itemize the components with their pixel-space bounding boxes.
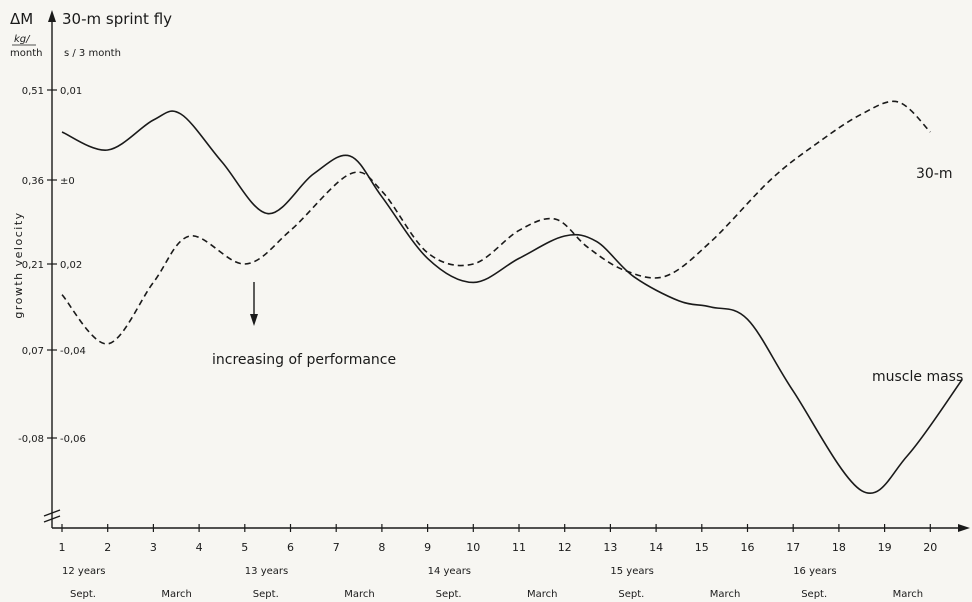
x-month-label: March xyxy=(161,589,191,600)
annotation-text: increasing of performance xyxy=(212,352,396,368)
series-group xyxy=(61,100,963,494)
x-month-label: March xyxy=(344,589,374,600)
x-month-label: Sept. xyxy=(253,589,279,600)
axis-break-mark xyxy=(43,515,61,523)
y-tick-label-right: -0,06 xyxy=(60,434,86,445)
x-age-label: 16 years xyxy=(793,566,836,577)
series-line-muscle-mass xyxy=(61,110,963,494)
x-tick-label: 18 xyxy=(832,541,846,554)
annotation-arrow-icon xyxy=(250,314,258,326)
y-tick-label-left: 0,51 xyxy=(22,86,44,97)
y-tick-label-right: 0,02 xyxy=(60,260,82,271)
y-tick-label-left: 0,21 xyxy=(22,260,44,271)
y-tick-label-right: -0,04 xyxy=(60,346,86,357)
x-age-label: 14 years xyxy=(428,566,471,577)
x-tick-label: 16 xyxy=(741,541,755,554)
x-month-label: Sept. xyxy=(618,589,644,600)
y-axis-title: growth velocity xyxy=(12,211,25,318)
x-tick-label: 2 xyxy=(104,541,111,554)
x-month-label: March xyxy=(527,589,557,600)
x-tick-label: 13 xyxy=(603,541,617,554)
x-tick-label: 19 xyxy=(878,541,892,554)
x-tick-label: 4 xyxy=(196,541,203,554)
y-right-units: s / 3 month xyxy=(64,48,121,59)
x-tick-label: 6 xyxy=(287,541,294,554)
axis-break-mark xyxy=(43,509,61,517)
x-age-label: 15 years xyxy=(610,566,653,577)
y-axis-arrow-icon xyxy=(48,10,56,22)
y-right-label: 30-m sprint fly xyxy=(62,10,172,28)
x-tick-label: 20 xyxy=(923,541,937,554)
y-tick-group: 0,51 0,01 0,36 ±0 0,21 0,02 0,07 -0,04 -0,08 -0,0… xyxy=(18,86,86,445)
x-tick-label: 8 xyxy=(378,541,385,554)
x-tick-label: 5 xyxy=(241,541,248,554)
y-left-units-bottom: month xyxy=(10,48,42,59)
x-age-label: 12 years xyxy=(62,566,105,577)
x-month-label: March xyxy=(893,589,923,600)
x-tick-label: 1 xyxy=(59,541,66,554)
y-left-label: ΔM xyxy=(10,10,33,28)
x-tick-label: 12 xyxy=(558,541,572,554)
x-month-label: March xyxy=(710,589,740,600)
x-tick-label: 17 xyxy=(786,541,800,554)
x-axis-arrow-icon xyxy=(958,524,970,532)
y-tick-label-left: -0,08 xyxy=(18,434,44,445)
x-month-label: Sept. xyxy=(70,589,96,600)
series-label-muscle-mass: muscle mass xyxy=(872,369,963,385)
y-left-units-top: kg/ xyxy=(14,34,31,45)
x-tick-label: 3 xyxy=(150,541,157,554)
series-line-30m xyxy=(61,100,931,345)
x-tick-label: 10 xyxy=(466,541,480,554)
x-month-label: Sept. xyxy=(436,589,462,600)
x-tick-label: 7 xyxy=(333,541,340,554)
x-tick-label: 9 xyxy=(424,541,431,554)
x-age-label: 13 years xyxy=(245,566,288,577)
x-tick-label: 14 xyxy=(649,541,663,554)
y-tick-label-left: 0,07 xyxy=(22,346,44,357)
y-tick-label-left: 0,36 xyxy=(22,176,44,187)
x-tick-label: 11 xyxy=(512,541,526,554)
y-tick-label-right: 0,01 xyxy=(60,86,82,97)
series-label-30m: 30-m xyxy=(916,166,953,182)
x-month-label: Sept. xyxy=(801,589,827,600)
x-tick-label: 15 xyxy=(695,541,709,554)
y-tick-label-right: ±0 xyxy=(60,176,75,187)
